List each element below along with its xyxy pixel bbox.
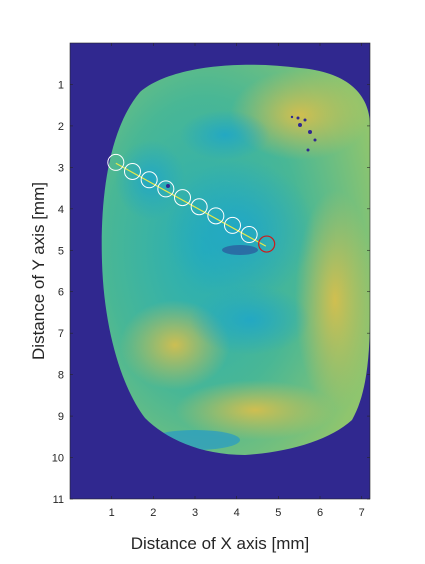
x-tick-label: 2: [150, 507, 156, 519]
plot-frame: [69, 42, 371, 500]
y-tick-label: 4: [58, 204, 64, 216]
scan-line: [115, 162, 267, 247]
warm-patch: [295, 190, 370, 410]
cool-patch: [165, 160, 315, 300]
cool-patch: [190, 285, 310, 355]
y-tick-label: 9: [58, 411, 64, 423]
scan-marker: [157, 180, 175, 198]
scan-marker: [207, 207, 225, 225]
x-axis: 1 2 3 4 5 6 7: [109, 43, 365, 519]
y-axis: 1 2 3 4 5 6 7 8 9 10 11: [52, 79, 370, 506]
y-tick-label: 11: [53, 494, 64, 506]
cool-patch: [115, 140, 185, 220]
x-tick-label: 4: [234, 507, 240, 519]
scan-marker: [140, 171, 158, 189]
scan-end-marker: [258, 235, 276, 253]
x-tick-label: 1: [109, 507, 115, 519]
background-specks: [166, 115, 317, 188]
cool-patch: [180, 110, 270, 160]
scan-overlay: [107, 153, 276, 253]
x-tick-label: 3: [192, 507, 198, 519]
tissue-region: [101, 64, 370, 456]
y-tick-label: 5: [58, 245, 64, 257]
scan-marker: [224, 216, 241, 234]
scan-marker: [107, 153, 125, 171]
plot-area: [69, 42, 371, 500]
y-tick-label: 1: [58, 79, 64, 91]
x-tick-label: 5: [275, 507, 281, 519]
y-tick-label: 8: [58, 370, 64, 382]
y-tick-label: 7: [58, 328, 64, 340]
y-tick-label: 2: [58, 121, 64, 133]
scan-marker: [174, 189, 191, 207]
y-tick-label: 3: [58, 162, 64, 174]
y-axis-label: Distance of Y axis [mm]: [29, 182, 48, 360]
scan-marker: [190, 198, 208, 216]
dark-lesion: [222, 245, 258, 255]
x-axis-label: Distance of X axis [mm]: [131, 534, 310, 553]
x-tick-label: 6: [317, 507, 323, 519]
warm-patch: [175, 380, 335, 440]
x-tick-label: 7: [359, 507, 365, 519]
scan-marker: [124, 163, 141, 181]
y-tick-label: 10: [52, 453, 64, 465]
scan-marker: [240, 226, 258, 244]
y-tick-label: 6: [58, 287, 64, 299]
